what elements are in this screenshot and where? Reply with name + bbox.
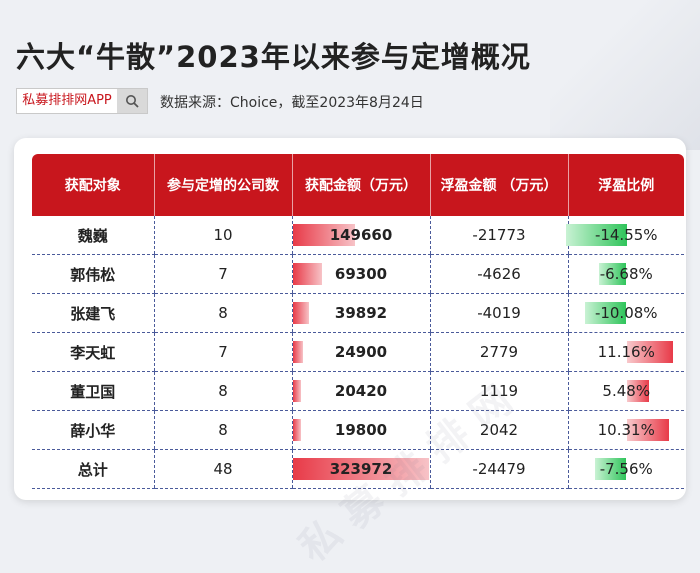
background-decoration	[550, 0, 700, 150]
companies-cell: 8	[153, 410, 292, 450]
ratio-value: 5.48%	[602, 382, 651, 400]
amount-cell: 19800	[291, 410, 430, 450]
amount-bar	[292, 380, 302, 402]
investor-cell: 董卫国	[32, 371, 154, 411]
investor-cell: 郭伟松	[32, 254, 154, 294]
amount-bar	[292, 263, 322, 285]
amount-value: 323972	[329, 460, 393, 478]
profit-cell: -4626	[429, 254, 568, 294]
table-row: 董卫国 8 20420 1119 5.48%	[32, 371, 684, 411]
amount-cell: 24900	[291, 332, 430, 372]
ratio-cell: -10.08%	[567, 293, 684, 333]
table-card: 获配对象 参与定增的公司数 获配金额（万元） 浮盈金额 （万元） 浮盈比例 魏巍…	[14, 138, 686, 571]
companies-cell: 8	[153, 293, 292, 333]
ratio-cell: -6.68%	[567, 254, 684, 294]
table-header-row: 获配对象 参与定增的公司数 获配金额（万元） 浮盈金额 （万元） 浮盈比例	[32, 154, 684, 216]
amount-cell: 69300	[291, 254, 430, 294]
amount-value: 69300	[334, 265, 388, 283]
table-row: 薛小华 8 19800 2042 10.31%	[32, 410, 684, 450]
amount-bar	[292, 224, 356, 246]
column-header-investor: 获配对象	[32, 154, 154, 216]
ratio-cell: 5.48%	[567, 371, 684, 411]
investor-cell: 李天虹	[32, 332, 154, 372]
page-title: 六大“牛散”2023年以来参与定增概况	[16, 40, 531, 74]
ratio-cell: 10.31%	[567, 410, 684, 450]
amount-cell: 39892	[291, 293, 430, 333]
companies-cell: 7	[153, 332, 292, 372]
placement-table: 获配对象 参与定增的公司数 获配金额（万元） 浮盈金额 （万元） 浮盈比例 魏巍…	[32, 154, 684, 489]
table-row: 总计 48 323972 -24479 -7.56%	[32, 449, 684, 489]
ratio-bar-positive	[626, 419, 670, 441]
profit-cell: -21773	[429, 216, 568, 255]
amount-bar	[292, 302, 310, 324]
profit-cell: 2042	[429, 410, 568, 450]
ratio-value: -6.68%	[599, 265, 653, 283]
profit-cell: -24479	[429, 449, 568, 489]
ratio-bar-positive	[626, 380, 650, 402]
ratio-cell: -14.55%	[565, 216, 684, 255]
amount-bar	[292, 341, 303, 363]
column-header-amount: 获配金额（万元）	[291, 154, 430, 216]
table-row: 张建飞 8 39892 -4019 -10.08%	[32, 293, 684, 333]
brand-label: 私募排排网APP	[22, 93, 112, 108]
ratio-value: 11.16%	[597, 343, 655, 361]
companies-cell: 8	[153, 371, 292, 411]
data-source-note: 数据来源：Choice，截至2023年8月24日	[160, 95, 424, 111]
amount-value: 20420	[334, 382, 388, 400]
amount-bar	[292, 458, 429, 480]
profit-cell: 1119	[429, 371, 568, 411]
amount-bar	[292, 419, 301, 441]
amount-cell: 149660	[291, 216, 430, 255]
companies-cell: 10	[153, 216, 292, 255]
ratio-value: -10.08%	[594, 304, 658, 322]
table-row: 魏巍 10 149660 -21773 -14.55%	[32, 216, 684, 255]
column-header-ratio: 浮盈比例	[567, 154, 684, 216]
amount-cell: 20420	[291, 371, 430, 411]
ratio-bar-negative	[595, 458, 627, 480]
profit-cell: 2779	[429, 332, 568, 372]
ratio-bar-positive	[626, 341, 673, 363]
ratio-value: -7.56%	[599, 460, 653, 478]
ratio-value: -14.55%	[594, 226, 658, 244]
amount-value: 39892	[334, 304, 388, 322]
investor-cell: 张建飞	[32, 293, 154, 333]
table-row: 郭伟松 7 69300 -4626 -6.68%	[32, 254, 684, 294]
ratio-value: 10.31%	[597, 421, 655, 439]
amount-value: 19800	[334, 421, 388, 439]
amount-value: 24900	[334, 343, 388, 361]
ratio-cell: 11.16%	[567, 332, 684, 372]
table-row: 李天虹 7 24900 2779 11.16%	[32, 332, 684, 372]
brand-search-box[interactable]: 私募排排网APP	[16, 88, 148, 114]
ratio-bar-negative	[565, 224, 627, 246]
companies-cell: 48	[153, 449, 292, 489]
ratio-bar-negative	[598, 263, 627, 285]
companies-cell: 7	[153, 254, 292, 294]
amount-cell: 323972	[291, 449, 430, 489]
column-header-profit: 浮盈金额 （万元）	[429, 154, 568, 216]
investor-cell: 薛小华	[32, 410, 154, 450]
investor-cell: 魏巍	[32, 216, 154, 255]
ratio-bar-negative	[584, 302, 627, 324]
investor-cell: 总计	[32, 449, 154, 489]
amount-value: 149660	[329, 226, 393, 244]
profit-cell: -4019	[429, 293, 568, 333]
column-header-companies: 参与定增的公司数	[153, 154, 292, 216]
ratio-cell: -7.56%	[567, 449, 684, 489]
search-icon[interactable]	[117, 89, 147, 113]
